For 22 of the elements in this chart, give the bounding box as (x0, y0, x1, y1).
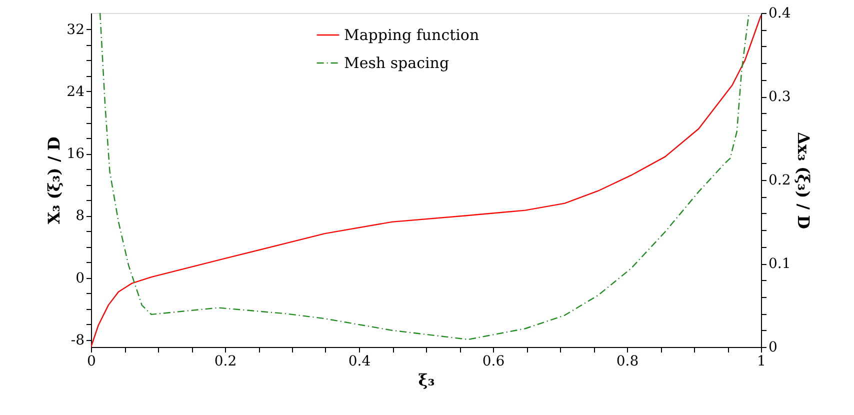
x-axis-title: ξ₃ (418, 370, 435, 390)
legend-label: Mesh spacing (344, 54, 450, 72)
x-tick-label: 0.8 (616, 354, 639, 370)
y-tick-label: 0 (76, 270, 84, 286)
y-axis-title: X₃ (ξ₃) / D (44, 136, 64, 224)
y2-tick-label: 0 (768, 340, 778, 356)
legend-label: Mapping function (344, 26, 480, 44)
y2-tick-label: 0.2 (768, 172, 791, 188)
y-tick-label: 24 (66, 84, 85, 100)
x-tick-label: 0 (87, 354, 96, 370)
y2-tick-label: 0.3 (768, 89, 791, 105)
y2-tick-label: 0.4 (768, 6, 791, 22)
y2-axis-title: Δx₃ (ξ₃) / D (794, 132, 813, 230)
x-tick-label: 0.2 (214, 354, 237, 370)
y-tick-label: 32 (66, 22, 84, 38)
x-tick-label: 1 (757, 354, 766, 370)
x-tick-label: 0.4 (348, 354, 371, 370)
y-tick-label: 8 (76, 208, 84, 224)
x-tick-label: 0.6 (482, 354, 505, 370)
y-tick-label: 16 (66, 146, 85, 162)
y-tick-label: -8 (70, 332, 84, 349)
y2-tick-label: 0.1 (768, 256, 791, 272)
